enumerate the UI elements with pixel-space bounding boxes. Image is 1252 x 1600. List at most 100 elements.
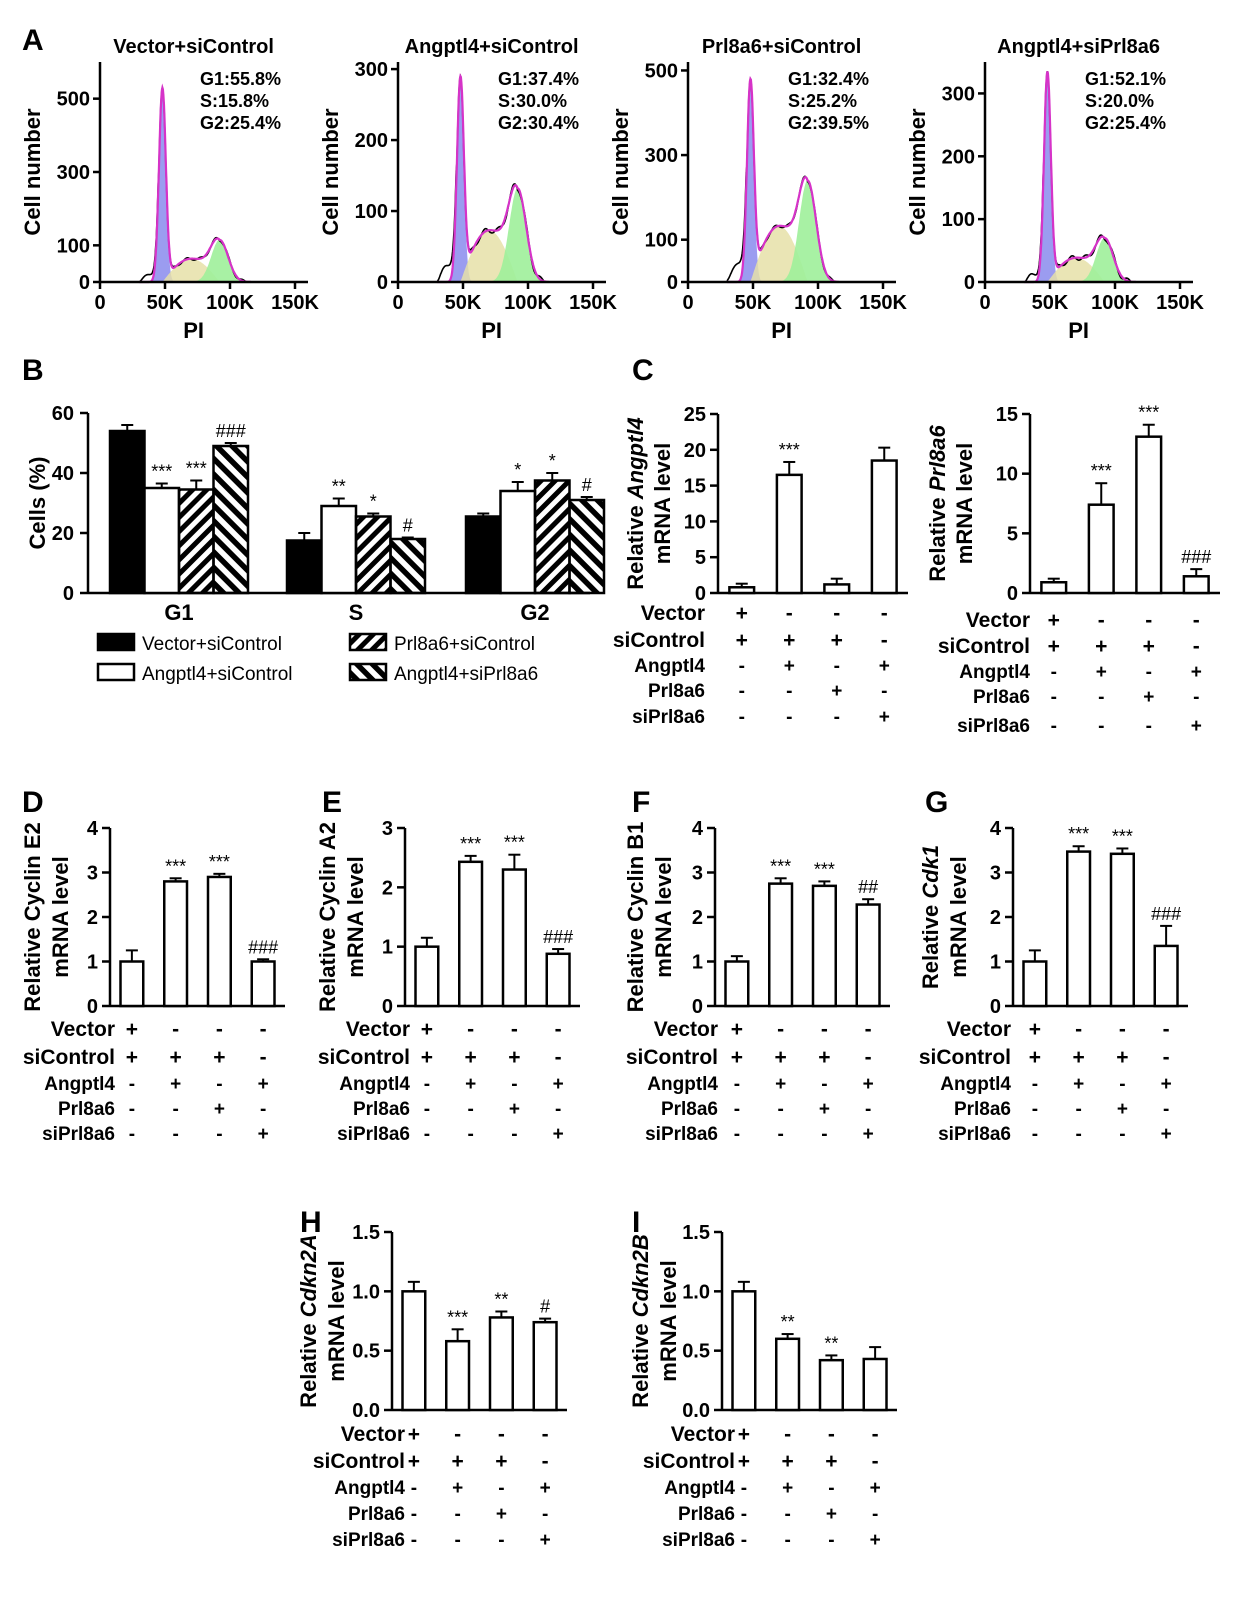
y-axis-label: Relative Prl8a6 <box>925 424 950 581</box>
y-tick-label: 10 <box>996 464 1018 486</box>
x-tick-label: 50K <box>1032 292 1069 314</box>
panel-letter-g: G <box>925 786 948 819</box>
x-tick-label: 100K <box>794 292 842 314</box>
condition-label: Prl8a6 <box>58 1099 115 1120</box>
x-tick-label: 50K <box>147 292 184 314</box>
significance-label: ** <box>332 477 346 497</box>
condition-sign: + <box>1143 635 1155 658</box>
y-axis-label-gene: Cdkn2A <box>296 1234 321 1317</box>
condition-sign: + <box>774 1046 786 1069</box>
g2-percent-label: G2:25.4% <box>200 113 281 133</box>
condition-sign: - <box>260 1046 267 1069</box>
y-tick-label: 2 <box>382 877 393 899</box>
condition-sign: - <box>833 602 840 625</box>
condition-sign: - <box>216 1124 222 1145</box>
condition-label: Angptl4 <box>664 1478 735 1499</box>
significance-label: *** <box>1112 826 1133 846</box>
condition-sign: + <box>421 1046 433 1069</box>
condition-sign: - <box>498 1530 504 1551</box>
bar <box>1066 850 1092 1008</box>
y-axis-label: Relative Angptl4 <box>623 417 648 589</box>
bar <box>818 1358 844 1412</box>
condition-label: Angptl4 <box>647 1074 718 1095</box>
condition-sign: - <box>454 1423 461 1446</box>
condition-sign: + <box>1095 635 1107 658</box>
condition-label: siControl <box>313 1450 405 1473</box>
y-tick-label: 60 <box>52 403 74 425</box>
condition-sign: + <box>782 1478 793 1499</box>
histogram-title: Angptl4+siPrl8a6 <box>997 36 1160 58</box>
condition-label: siControl <box>938 635 1030 658</box>
histogram-title: Vector+siControl <box>113 36 274 58</box>
condition-sign: - <box>260 1018 267 1041</box>
panel-letter-c: C <box>632 354 654 387</box>
condition-sign: - <box>784 1530 790 1551</box>
y-axis-label: Cells (%) <box>25 457 50 550</box>
y-tick-label: 1 <box>692 952 703 974</box>
x-tick-label: 50K <box>735 292 772 314</box>
condition-label: Prl8a6 <box>678 1504 735 1525</box>
x-axis-label: PI <box>771 318 792 343</box>
condition-sign: + <box>126 1046 138 1069</box>
y-tick-label: 500 <box>645 60 678 82</box>
y-axis-label-line2: mRNA level <box>651 856 676 977</box>
bar <box>163 880 189 1008</box>
y-tick-label: 0 <box>377 272 388 294</box>
g1-percent-label: G1:52.1% <box>1085 69 1166 89</box>
y-tick-label: 0 <box>1007 583 1018 605</box>
condition-label: siPrl8a6 <box>632 707 705 728</box>
condition-sign: - <box>172 1018 179 1041</box>
x-tick-label: 100K <box>504 292 552 314</box>
condition-sign: + <box>783 629 795 652</box>
bar <box>143 486 181 595</box>
significance-label: ### <box>1181 547 1211 567</box>
condition-sign: - <box>821 1124 827 1145</box>
y-tick-label: 10 <box>684 511 706 533</box>
g1-phase-area <box>737 78 764 283</box>
significance-label: ### <box>216 421 246 441</box>
condition-sign: - <box>865 1046 872 1069</box>
condition-label: siPrl8a6 <box>332 1530 405 1551</box>
y-axis-label-prefix: Relative <box>628 1317 653 1408</box>
condition-sign: - <box>834 707 840 728</box>
condition-sign: - <box>834 656 840 677</box>
condition-sign: - <box>1075 1124 1081 1145</box>
condition-sign: - <box>1163 1046 1170 1069</box>
condition-sign: - <box>424 1124 430 1145</box>
s-percent-label: S:30.0% <box>498 91 567 111</box>
condition-sign: + <box>879 656 890 677</box>
y-tick-label: 1.5 <box>352 1222 380 1244</box>
y-tick-label: 0 <box>695 583 706 605</box>
bar <box>320 504 358 595</box>
condition-sign: - <box>821 1074 827 1095</box>
condition-sign: - <box>741 1530 747 1551</box>
condition-label: Vector <box>51 1018 115 1041</box>
y-tick-label: 0 <box>79 272 90 294</box>
condition-sign: + <box>1117 1099 1128 1120</box>
y-axis-label-prefix: Relative <box>296 1317 321 1408</box>
condition-sign: + <box>495 1450 507 1473</box>
bar <box>1182 575 1210 595</box>
y-tick-label: 5 <box>1007 523 1018 545</box>
y-axis-label-prefix: Relative Cyclin B1 <box>623 822 648 1013</box>
y-tick-label: 20 <box>52 523 74 545</box>
y-axis-label: Relative Cdkn2A <box>296 1234 321 1408</box>
condition-sign: + <box>258 1074 269 1095</box>
condition-sign: + <box>863 1124 874 1145</box>
condition-sign: - <box>872 1504 878 1525</box>
significance-label: *** <box>447 1307 468 1327</box>
y-tick-label: 2 <box>692 907 703 929</box>
condition-sign: + <box>452 1478 463 1499</box>
condition-label: Prl8a6 <box>973 687 1030 708</box>
condition-sign: - <box>786 602 793 625</box>
y-axis-label-line2: mRNA level <box>650 443 675 564</box>
y-tick-label: 0 <box>667 272 678 294</box>
y-tick-label: 300 <box>355 59 388 81</box>
y-tick-label: 3 <box>87 863 98 885</box>
condition-label: Vector <box>671 1423 735 1446</box>
condition-sign: + <box>464 1046 476 1069</box>
y-axis-label-gene: Cdk1 <box>918 845 943 899</box>
y-tick-label: 300 <box>942 83 975 105</box>
condition-sign: + <box>879 707 890 728</box>
condition-sign: - <box>454 1504 460 1525</box>
